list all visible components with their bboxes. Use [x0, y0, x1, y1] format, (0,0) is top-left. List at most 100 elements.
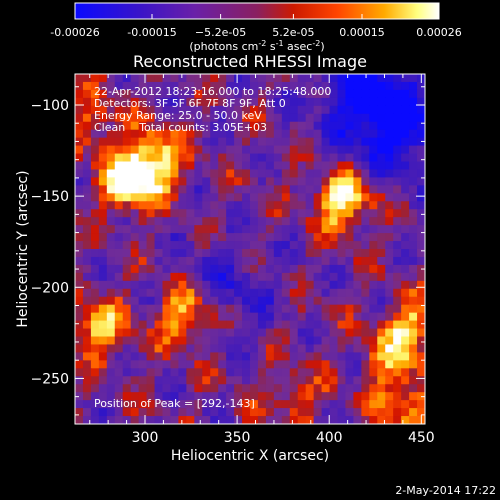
heatmap-cell — [353, 177, 362, 186]
heatmap-cell — [122, 272, 132, 282]
heatmap-cell — [170, 304, 179, 314]
heatmap-cell — [329, 416, 339, 424]
heatmap-cell — [297, 368, 307, 377]
heatmap-cell — [393, 161, 402, 171]
heatmap-cell — [297, 169, 307, 178]
heatmap-cell — [265, 193, 275, 202]
heatmap-cell — [114, 249, 124, 258]
heatmap-cell — [122, 185, 132, 194]
heatmap-cell — [369, 121, 378, 131]
heatmap-cell — [234, 336, 243, 346]
heatmap-cell — [242, 312, 251, 322]
heatmap-cell — [146, 392, 156, 401]
heatmap-cell — [265, 81, 275, 91]
heatmap-cell — [345, 272, 354, 282]
heatmap-cell — [361, 225, 370, 234]
heatmap-cell — [186, 225, 195, 234]
heatmap-cell — [409, 201, 418, 210]
heatmap-cell — [138, 336, 148, 346]
heatmap-cell — [194, 368, 203, 377]
heatmap-cell — [417, 105, 425, 115]
heatmap-cell — [178, 185, 187, 194]
heatmap-cell — [98, 400, 108, 409]
heatmap-cell — [154, 304, 164, 314]
heatmap-cell — [250, 272, 259, 282]
heatmap-cell — [385, 121, 394, 131]
heatmap-cell — [289, 416, 299, 424]
heatmap-cell — [82, 320, 92, 330]
heatmap-cell — [106, 185, 116, 194]
colorbar: -0.00026 -0.00015 −5.2e-05 5.2e-05 0.00015 0.… — [50, 2, 462, 53]
heatmap-cell — [369, 137, 378, 147]
heatmap-cell — [98, 161, 108, 171]
heatmap-cell — [321, 241, 331, 250]
heatmap-cell — [186, 272, 195, 282]
heatmap-cell — [75, 320, 84, 330]
heatmap-cell — [154, 89, 164, 99]
heatmap-cell — [226, 384, 235, 393]
heatmap-cell — [82, 145, 92, 155]
heatmap-cell — [337, 113, 347, 123]
heatmap-cell — [75, 129, 84, 139]
heatmap-cell — [377, 376, 386, 385]
heatmap-cell — [146, 376, 156, 385]
heatmap-cell — [130, 74, 140, 83]
heatmap-cell — [337, 137, 347, 147]
heatmap-cell — [417, 161, 425, 171]
heatmap-cell — [250, 352, 259, 361]
heatmap-cell — [401, 145, 410, 155]
heatmap-cell — [122, 312, 132, 322]
heatmap-cell — [257, 97, 267, 107]
heatmap-cell — [289, 352, 299, 361]
heatmap-cell — [401, 209, 410, 218]
heatmap-cell — [186, 185, 195, 194]
heatmap-cell — [353, 193, 362, 202]
heatmap-cell — [186, 352, 195, 361]
heatmap-cell — [353, 312, 362, 322]
heatmap-cell — [122, 225, 132, 234]
heatmap-cell — [417, 272, 425, 282]
heatmap-cell — [273, 233, 283, 242]
heatmap-cell — [138, 81, 148, 91]
heatmap-cell — [98, 225, 108, 234]
heatmap-cell — [313, 360, 323, 369]
heatmap-cell — [337, 177, 347, 186]
heatmap-cell — [162, 113, 172, 123]
heatmap-cell — [138, 74, 148, 83]
heatmap-cell — [162, 121, 172, 131]
heatmap-cell — [114, 256, 124, 266]
heatmap-cell — [409, 256, 418, 266]
heatmap-cell — [218, 209, 227, 218]
heatmap-cell — [202, 344, 211, 353]
heatmap-cell — [98, 74, 108, 83]
heatmap-cell — [289, 185, 299, 194]
heatmap-cell — [409, 105, 418, 115]
heatmap-cell — [210, 280, 219, 290]
heatmap-cell — [114, 304, 124, 314]
heatmap-cell — [138, 89, 148, 99]
heatmap-cell — [154, 145, 164, 155]
heatmap-cell — [353, 137, 362, 147]
heatmap-cell — [417, 280, 425, 290]
heatmap-cell — [361, 89, 370, 99]
heatmap-cell — [250, 304, 259, 314]
heatmap-cell — [114, 384, 124, 393]
heatmap-cell — [146, 153, 156, 163]
heatmap-cell — [313, 264, 323, 274]
heatmap-cell — [377, 209, 386, 218]
heatmap-cell — [250, 256, 259, 266]
heatmap-cell — [393, 105, 402, 115]
heatmap-cell — [305, 352, 315, 361]
heatmap-cell — [154, 97, 164, 107]
heatmap-cell — [265, 137, 275, 147]
heatmap-cell — [162, 137, 172, 147]
heatmap-cell — [194, 256, 203, 266]
heatmap-cell — [417, 209, 425, 218]
heatmap-cell — [361, 304, 370, 314]
heatmap-cell — [369, 225, 378, 234]
heatmap-cell — [98, 97, 108, 107]
heatmap-cell — [385, 360, 394, 369]
heatmap-cell — [130, 256, 140, 266]
heatmap-cell — [114, 137, 124, 147]
heatmap-cell — [369, 312, 378, 322]
